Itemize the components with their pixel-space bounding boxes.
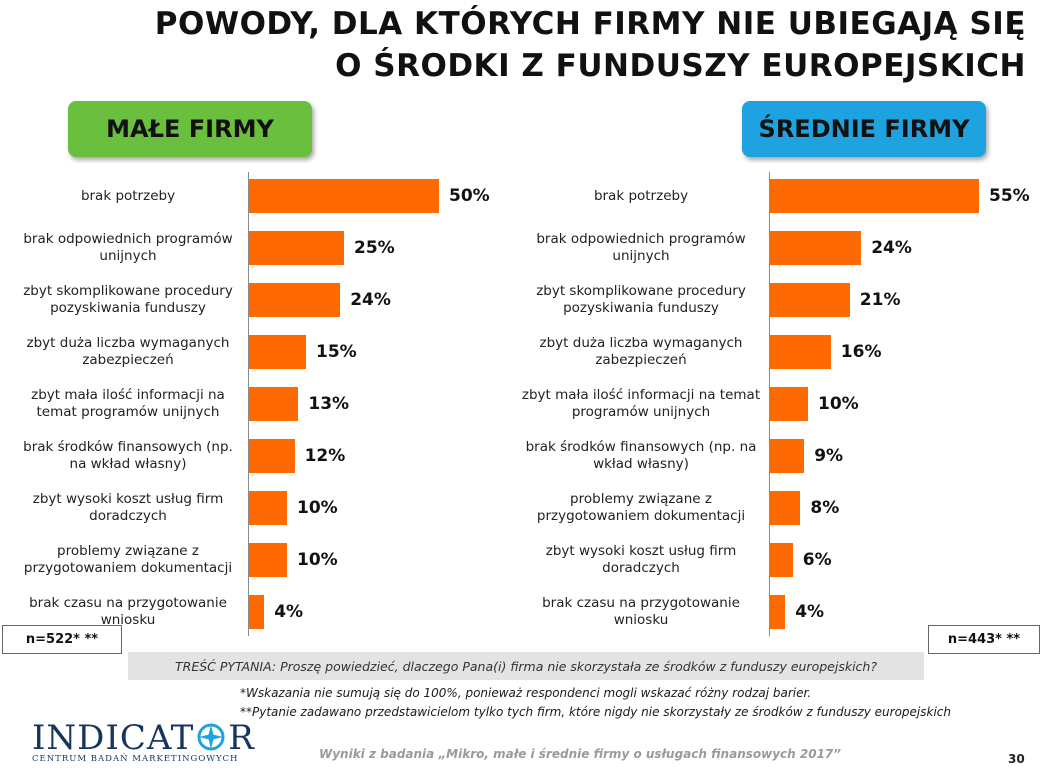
category-label: zbyt duża liczba wymaganych zabezpieczeń [539, 335, 743, 368]
category-label: brak odpowiednich programów unijnych [536, 231, 746, 264]
category-label: brak potrzeby [80, 187, 176, 204]
value-label: 24% [350, 290, 391, 310]
bar-row: zbyt skomplikowane procedury pozyskiwani… [515, 274, 1048, 326]
value-label: 15% [316, 342, 357, 362]
indicator-logo: INDICAT R CENTRUM BADAŃ MARKETINGOWYCH [32, 720, 255, 764]
chart-axis [769, 172, 770, 636]
value-label: 24% [871, 238, 912, 258]
bar-row: zbyt skomplikowane procedury pozyskiwani… [0, 274, 520, 326]
source-note: Wyniki z badania „Mikro, małe i średnie … [318, 747, 841, 761]
value-label: 6% [802, 550, 832, 570]
value-label: 25% [354, 238, 395, 258]
value-label: 9% [814, 446, 844, 466]
bar [249, 595, 265, 629]
category-label: brak czasu na przygotowanie wniosku [542, 595, 740, 628]
value-label: 4% [795, 602, 825, 622]
value-label: 16% [840, 342, 882, 362]
page-title-line-1: POWODY, DLA KTÓRYCH FIRMY NIE UBIEGAJĄ S… [154, 6, 1026, 42]
value-label: 10% [297, 498, 338, 518]
value-label: 10% [818, 394, 859, 414]
bar-row: problemy związane z przygotowaniem dokum… [515, 482, 1048, 534]
category-label: zbyt mała ilość informacji na temat prog… [521, 387, 761, 420]
bar-row: zbyt duża liczba wymaganych zabezpieczeń… [515, 326, 1048, 378]
medium-firms-label: ŚREDNIE FIRMY [742, 101, 986, 157]
bar [770, 335, 831, 369]
medium-firms-bar-chart: brak potrzeby 55% brak odpowiednich progra… [515, 170, 1048, 640]
bar [249, 387, 299, 421]
category-label: brak odpowiednich programów unijnych [23, 231, 233, 264]
bar-row: brak potrzeby 50% [0, 170, 520, 222]
bar [249, 543, 287, 577]
bar-row: zbyt mała ilość informacji na temat prog… [0, 378, 520, 430]
value-label: 4% [274, 602, 304, 622]
value-label: 10% [297, 550, 338, 570]
category-label: zbyt skomplikowane procedury pozyskiwani… [23, 283, 233, 316]
logo-subtitle: CENTRUM BADAŃ MARKETINGOWYCH [32, 754, 239, 764]
page-title-line-2: O ŚRODKI Z FUNDUSZY EUROPEJSKICH [335, 48, 1026, 84]
small-firms-label: MAŁE FIRMY [68, 101, 312, 157]
logo-wordmark: INDICAT R [32, 718, 255, 758]
bar-row: brak środków finansowych (np. na wkład w… [0, 430, 520, 482]
value-label: 21% [859, 290, 901, 310]
footnote-1: *Wskazania nie sumują się do 100%, ponie… [240, 686, 812, 700]
category-label: problemy związane z przygotowaniem dokum… [23, 543, 233, 576]
question-text: TREŚĆ PYTANIA: Proszę powiedzieć, dlacze… [128, 652, 924, 680]
bar-row: problemy związane z przygotowaniem dokum… [0, 534, 520, 586]
bar-row: brak czasu na przygotowanie wniosku 4% [0, 586, 520, 638]
chart-axis [248, 172, 249, 636]
category-label: brak czasu na przygotowanie wniosku [29, 595, 227, 628]
value-label: 12% [304, 446, 346, 466]
category-label: brak środków finansowych (np. na wkład w… [23, 439, 233, 472]
category-label: brak środków finansowych (np. na wkład w… [525, 439, 757, 472]
bar-row: zbyt duża liczba wymaganych zabezpieczeń… [0, 326, 520, 378]
bar [770, 543, 793, 577]
bar [249, 335, 306, 369]
bar [770, 231, 862, 265]
category-label: zbyt wysoki koszt usług firm doradczych [32, 491, 224, 524]
category-label: problemy związane z przygotowaniem dokum… [536, 491, 746, 524]
category-label: zbyt wysoki koszt usług firm doradczych [545, 543, 737, 576]
value-label: 55% [989, 186, 1030, 206]
bar-row: brak środków finansowych (np. na wkład w… [515, 430, 1048, 482]
bar [770, 179, 979, 213]
category-label: brak potrzeby [593, 187, 689, 204]
value-label: 50% [449, 186, 490, 206]
bar-row: brak czasu na przygotowanie wniosku 4% [515, 586, 1048, 638]
category-label: zbyt duża liczba wymaganych zabezpieczeń [26, 335, 230, 368]
category-label: zbyt mała ilość informacji na temat prog… [31, 387, 225, 420]
bar [770, 283, 850, 317]
footnote-2: **Pytanie zadawano przedstawicielom tylk… [240, 705, 951, 719]
bar [249, 283, 341, 317]
bar [770, 439, 805, 473]
bar-row: brak odpowiednich programów unijnych 25% [0, 222, 520, 274]
page-number: 30 [1008, 752, 1025, 766]
logo-mark-icon [197, 723, 225, 751]
bar-row: zbyt mała ilość informacji na temat prog… [515, 378, 1048, 430]
bar-row: brak odpowiednich programów unijnych 24% [515, 222, 1048, 274]
bar-row: brak potrzeby 55% [515, 170, 1048, 222]
bar-row: zbyt wysoki koszt usług firm doradczych 1… [0, 482, 520, 534]
bar [770, 387, 808, 421]
sample-size-medium: n=443* ** [928, 625, 1040, 654]
bar [249, 439, 295, 473]
value-label: 8% [810, 498, 840, 518]
small-firms-bar-chart: brak potrzeby 50% brak odpowiednich progra… [0, 170, 520, 640]
bar [249, 231, 344, 265]
value-label: 13% [308, 394, 350, 414]
bar-row: zbyt wysoki koszt usług firm doradczych 6… [515, 534, 1048, 586]
bar [770, 491, 801, 525]
bar [770, 595, 786, 629]
category-label: zbyt skomplikowane procedury pozyskiwani… [536, 283, 746, 316]
bar [249, 179, 439, 213]
bar [249, 491, 287, 525]
sample-size-small: n=522* ** [2, 625, 122, 654]
